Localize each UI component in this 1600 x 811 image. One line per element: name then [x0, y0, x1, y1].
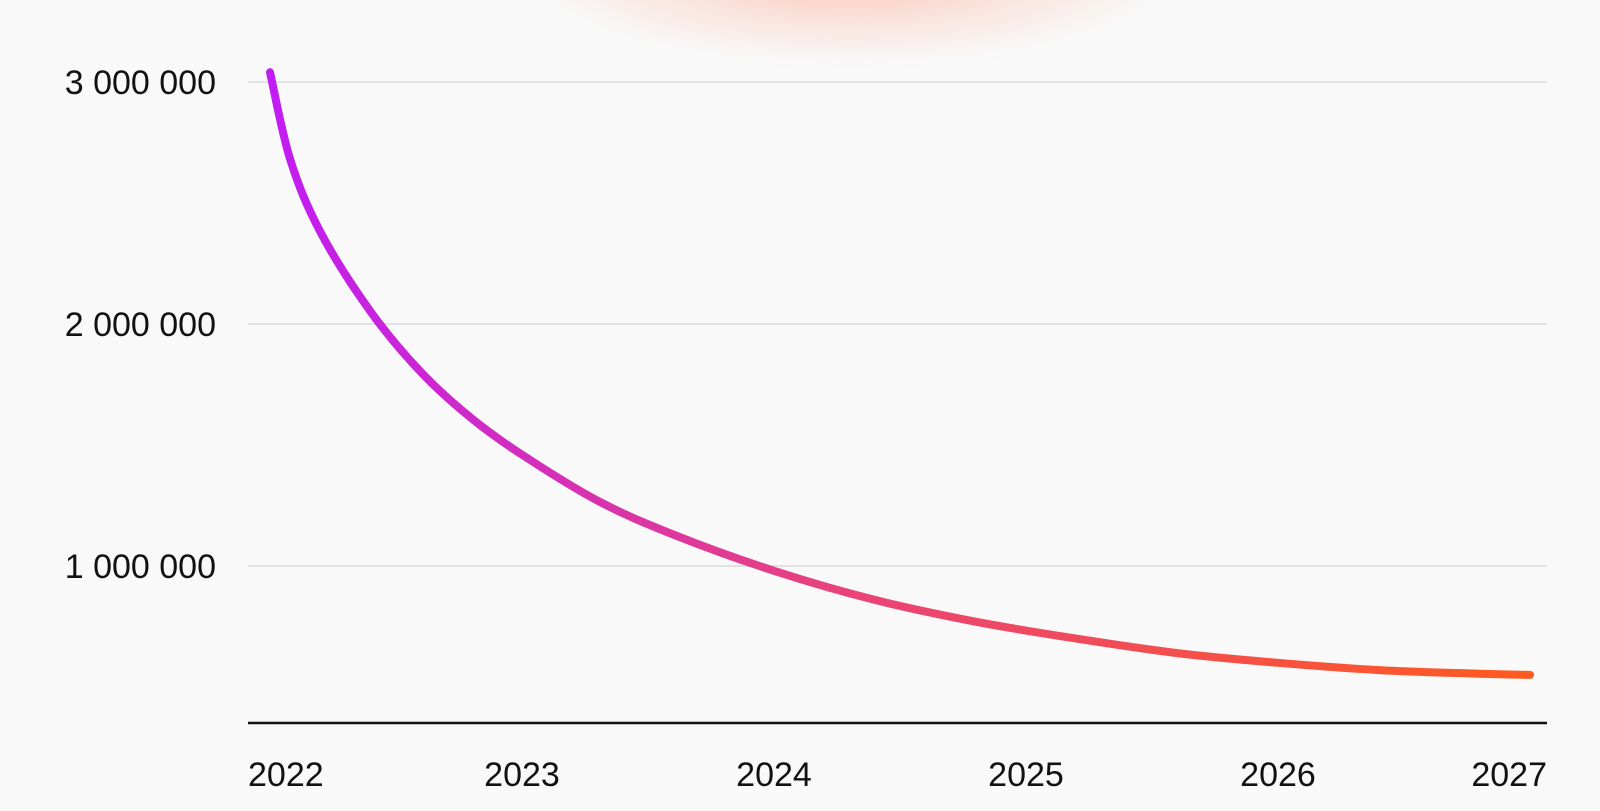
- x-axis-ticks: 2022 2023 2024 2025 2026 2027: [248, 756, 1547, 794]
- x-tick-label: 2026: [1240, 756, 1316, 794]
- gridlines: [248, 81, 1547, 567]
- y-tick-label: 3 000 000: [65, 64, 216, 102]
- x-tick-label: 2022: [248, 756, 324, 794]
- series-line: [266, 68, 1534, 679]
- y-axis-ticks: 1 000 000 2 000 000 3 000 000: [65, 64, 216, 586]
- x-tick-label: 2023: [484, 756, 560, 794]
- x-tick-label: 2027: [1471, 756, 1547, 794]
- x-tick-label: 2025: [988, 756, 1064, 794]
- y-tick-label: 1 000 000: [65, 548, 216, 586]
- series-layer: [266, 68, 1534, 679]
- y-tick-label: 2 000 000: [65, 306, 216, 344]
- x-tick-label: 2024: [736, 756, 812, 794]
